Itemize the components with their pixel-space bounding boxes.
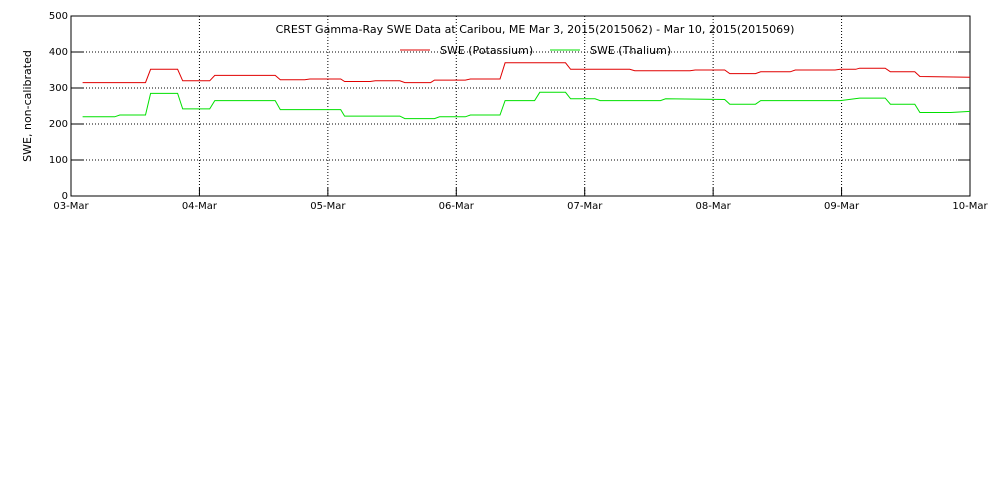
y-tick-label: 500: [49, 11, 68, 22]
y-tick-label: 200: [49, 119, 68, 130]
y-axis-label: SWE, non-calibrated: [21, 50, 34, 162]
x-tick-label: 04-Mar: [182, 201, 218, 212]
x-tick-label: 08-Mar: [696, 201, 732, 212]
legend-label: SWE (Potassium): [440, 44, 533, 57]
x-tick-label: 05-Mar: [310, 201, 346, 212]
x-tick-label: 09-Mar: [824, 201, 860, 212]
data-line: [82, 91, 971, 120]
y-tick-label: 0: [62, 191, 68, 202]
data-line: [82, 62, 971, 84]
legend-label: SWE (Thalium): [590, 44, 671, 57]
y-tick-label: 300: [49, 83, 68, 94]
y-tick-label: 400: [49, 47, 68, 58]
chart-title: CREST Gamma-Ray SWE Data at Caribou, ME …: [276, 23, 795, 36]
x-tick-label: 10-Mar: [952, 201, 988, 212]
x-tick-label: 06-Mar: [439, 201, 475, 212]
y-tick-label: 100: [49, 155, 68, 166]
plot-frame: [70, 15, 971, 197]
x-tick-label: 07-Mar: [567, 201, 603, 212]
x-tick-label: 03-Mar: [53, 201, 89, 212]
